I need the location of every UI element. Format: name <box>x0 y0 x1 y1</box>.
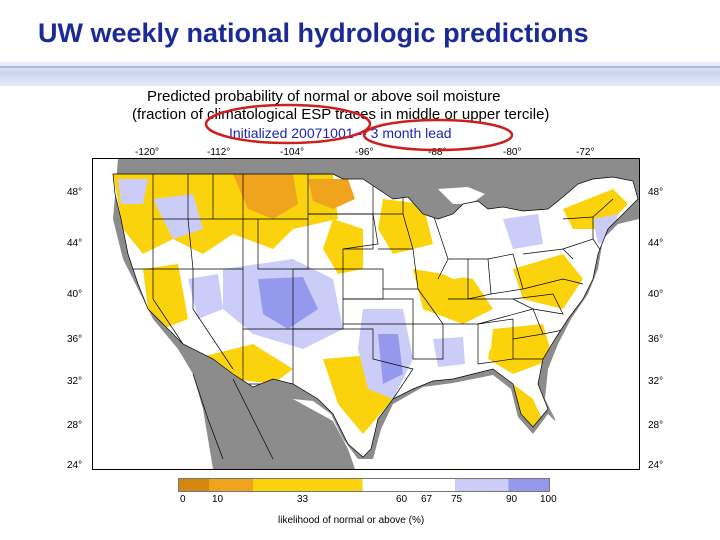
atlantic-water <box>545 219 639 469</box>
lat-label-right: 44° <box>648 238 664 249</box>
colorbar-tick: 75 <box>451 494 463 505</box>
lon-label: -72° <box>576 147 595 158</box>
lon-label: -120° <box>135 147 160 158</box>
figure-title: Predicted probability of normal or above… <box>147 88 501 105</box>
colorbar-tick: 100 <box>540 494 557 505</box>
lon-label: -104° <box>280 147 305 158</box>
lon-label: -88° <box>428 147 447 158</box>
lat-label-left: 24° <box>67 460 83 471</box>
lon-label: -80° <box>503 147 522 158</box>
colorbar-tick: 10 <box>212 494 224 505</box>
lat-label-right: 32° <box>648 376 664 387</box>
colorbar-tick: 0 <box>180 494 186 505</box>
figure-init-text: Initialized 20071001 -- 3 month lead <box>229 125 452 141</box>
coast-outlines <box>112 173 639 460</box>
colorbar-tick: 33 <box>297 494 309 505</box>
lat-label-right: 24° <box>648 460 664 471</box>
lon-label: -112° <box>207 147 231 158</box>
lat-label-right: 36° <box>648 334 664 345</box>
slide-title: UW weekly national hydrologic prediction… <box>38 18 589 48</box>
lat-label-right: 28° <box>648 420 664 431</box>
lat-label-left: 28° <box>67 420 83 431</box>
lat-label-left: 40° <box>67 289 83 300</box>
pacific-water <box>93 159 213 469</box>
lat-label-left: 32° <box>67 376 83 387</box>
colorbar-label: likelihood of normal or above (%) <box>278 515 425 526</box>
lon-label: -96° <box>355 147 374 158</box>
figure-subtitle: (fraction of climatological ESP traces i… <box>132 106 550 123</box>
lat-label-left: 48° <box>67 187 83 198</box>
colorbar-tick: 90 <box>506 494 518 505</box>
map-svg <box>93 159 639 469</box>
colorbar-tick: 67 <box>421 494 433 505</box>
lat-label-right: 48° <box>648 187 664 198</box>
lat-label-right: 40° <box>648 289 664 300</box>
lat-label-left: 36° <box>67 334 83 345</box>
lat-label-left: 44° <box>67 238 83 249</box>
colorbar-tick: 60 <box>396 494 408 505</box>
title-banner-stripe <box>0 66 720 68</box>
gulf-water <box>293 375 563 469</box>
colorbar <box>178 478 550 492</box>
soil-moisture-map <box>92 158 640 470</box>
